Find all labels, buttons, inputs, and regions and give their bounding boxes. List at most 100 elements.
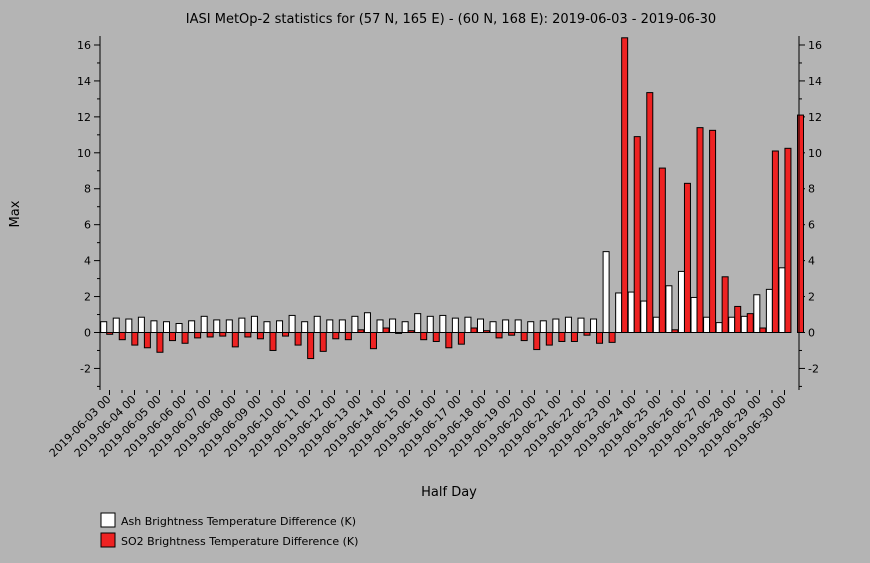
bar-ash	[238, 317, 246, 333]
bar-ash	[552, 318, 560, 333]
y-tick-label-right: 10	[808, 147, 822, 160]
bar-ash	[125, 318, 133, 333]
y-tick-label-right: -2	[808, 362, 819, 375]
bar-so2	[683, 182, 691, 333]
bar-so2	[445, 331, 453, 349]
bar-so2	[282, 331, 290, 337]
bar-so2	[118, 331, 126, 341]
bar-so2	[407, 330, 415, 333]
bar-so2	[495, 331, 503, 339]
bar-so2	[721, 276, 729, 333]
bar-so2	[533, 331, 541, 351]
bar-ash	[376, 319, 384, 333]
bar-ash	[665, 285, 673, 333]
bar-so2	[457, 331, 465, 345]
bar-ash	[690, 296, 698, 333]
bar-ash	[276, 320, 284, 333]
bar-so2	[156, 331, 164, 353]
bar-ash	[150, 320, 158, 333]
bar-so2	[332, 331, 340, 340]
bar-so2	[256, 331, 264, 340]
bar-ash	[778, 267, 786, 333]
bar-so2	[219, 331, 227, 337]
bar-ash	[351, 315, 359, 333]
y-tick-label-right: 16	[808, 39, 822, 52]
bar-so2	[797, 114, 804, 333]
y-tick-label-right: 2	[808, 291, 815, 304]
bar-ash	[401, 321, 409, 333]
bar-ash	[100, 321, 108, 333]
bar-so2	[206, 331, 214, 338]
bar-ash	[250, 315, 258, 333]
bars	[100, 37, 804, 360]
bar-ash	[263, 321, 271, 333]
bar-so2	[231, 331, 239, 348]
bar-so2	[244, 331, 252, 338]
bar-ash	[188, 320, 196, 333]
y-tick-label-right: 0	[808, 326, 815, 339]
bar-ash	[225, 319, 233, 333]
bar-so2	[646, 92, 654, 333]
bar-ash	[514, 319, 522, 333]
bar-so2	[420, 331, 428, 341]
bar-so2	[621, 37, 629, 333]
bar-ash	[740, 315, 748, 333]
bar-ash	[326, 319, 334, 333]
bar-so2	[294, 331, 302, 346]
y-axis-label: Max	[8, 200, 23, 227]
bar-so2	[143, 331, 151, 349]
bar-ash	[213, 319, 221, 333]
bar-so2	[558, 331, 566, 342]
y-tick-label-left: 14	[77, 75, 91, 88]
y-tick-label-right: 8	[808, 183, 815, 196]
y-tick-label-right: 14	[808, 75, 822, 88]
bar-ash	[564, 316, 572, 333]
bar-so2	[181, 331, 189, 344]
bar-so2	[369, 331, 377, 350]
bar-so2	[344, 331, 352, 341]
bar-ash	[502, 319, 510, 333]
bar-ash	[426, 315, 434, 333]
y-tick-label-right: 12	[808, 111, 822, 124]
bar-ash	[414, 313, 422, 333]
bar-ash	[313, 315, 321, 333]
bar-ash	[477, 318, 484, 333]
bar-so2	[508, 331, 516, 336]
bar-ash	[765, 288, 773, 333]
bar-ash	[627, 291, 635, 333]
bar-so2	[470, 327, 478, 333]
bar-so2	[357, 329, 365, 333]
bar-ash	[112, 317, 120, 333]
bar-ash	[527, 321, 535, 333]
bar-ash	[577, 317, 585, 333]
bar-so2	[671, 329, 679, 333]
bar-ash	[175, 323, 183, 333]
bar-ash	[200, 315, 208, 333]
bar-so2	[106, 331, 114, 335]
bar-so2	[169, 331, 176, 342]
y-tick-label-left: 6	[84, 219, 91, 232]
y-axis-right: -2 0 2 4 6 8 10 12 14 16	[799, 39, 822, 387]
bar-so2	[746, 313, 754, 333]
y-tick-label-left: 16	[77, 39, 91, 52]
bar-so2	[307, 331, 315, 360]
bar-so2	[545, 331, 553, 346]
y-tick-label-left: -2	[80, 362, 91, 375]
bar-so2	[596, 331, 604, 344]
bar-so2	[734, 305, 742, 333]
y-tick-label-left: 12	[77, 111, 91, 124]
bar-so2	[269, 331, 277, 351]
y-tick-label-right: 4	[808, 255, 815, 268]
bar-ash	[615, 292, 623, 333]
y-tick-label-right: 6	[808, 219, 815, 232]
bar-ash	[464, 316, 472, 333]
bar-ash	[590, 318, 598, 333]
bar-ash	[715, 322, 723, 333]
legend-swatch-ash	[100, 512, 116, 528]
bar-ash	[640, 300, 648, 333]
bar-so2	[658, 167, 666, 333]
bar-ash	[451, 317, 459, 333]
y-tick-label-left: 8	[84, 183, 91, 196]
bar-so2	[696, 127, 704, 333]
